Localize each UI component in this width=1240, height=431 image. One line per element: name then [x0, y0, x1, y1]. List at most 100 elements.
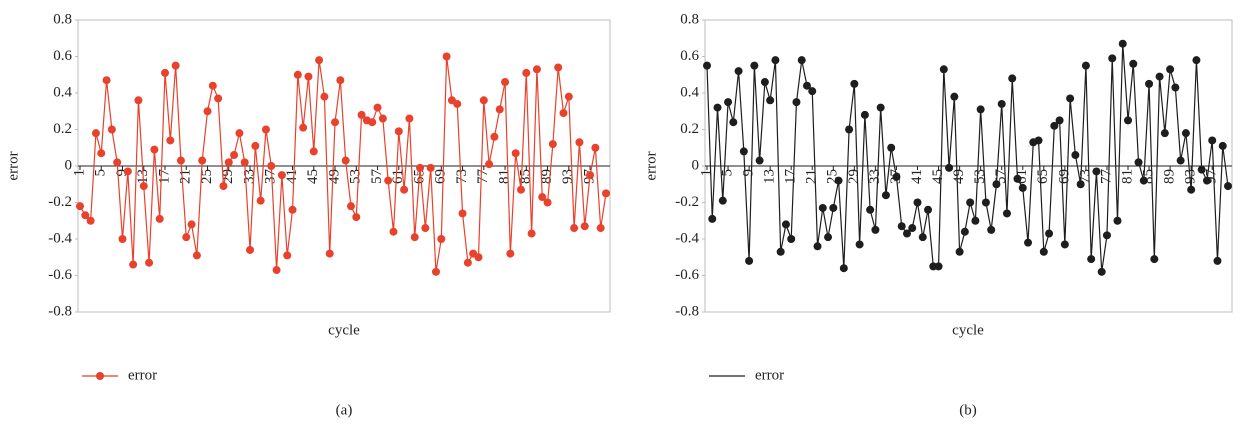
x-tick-label: 33	[867, 169, 883, 184]
y-tick-label: -0.2	[675, 194, 699, 210]
data-point	[288, 205, 297, 214]
data-point	[1034, 136, 1043, 145]
data-point	[426, 163, 435, 172]
y-tick-label: -0.4	[675, 230, 699, 246]
data-point	[91, 129, 100, 138]
data-point	[453, 99, 462, 108]
data-point	[1071, 151, 1080, 160]
data-point	[325, 249, 334, 258]
x-tick-label: 25	[199, 169, 215, 184]
data-point	[871, 225, 880, 234]
data-point	[554, 63, 563, 72]
data-point	[876, 103, 885, 112]
data-point	[479, 96, 488, 105]
x-tick-label: 41	[284, 169, 300, 184]
data-point	[320, 92, 329, 101]
x-tick-label: 93	[1183, 169, 1199, 184]
data-point	[1197, 165, 1206, 174]
data-point	[913, 198, 922, 207]
data-point	[808, 87, 817, 96]
data-point	[437, 235, 446, 243]
data-point	[918, 233, 927, 242]
data-point	[834, 176, 843, 185]
x-tick-label: 13	[762, 169, 778, 184]
data-point	[431, 267, 440, 276]
x-tick-label: 5	[719, 169, 735, 177]
data-point	[309, 147, 318, 156]
data-point	[139, 182, 148, 191]
data-point	[1097, 267, 1106, 276]
y-axis-label: error	[643, 151, 659, 180]
x-tick-label: 17	[783, 169, 799, 185]
x-tick-label: 57	[369, 169, 385, 185]
data-point	[739, 147, 748, 156]
data-point	[1187, 185, 1196, 194]
y-tick-label: 0	[692, 157, 700, 173]
data-point	[240, 158, 249, 167]
data-point	[713, 103, 722, 112]
data-point	[368, 118, 377, 127]
y-axis-label: error	[5, 151, 21, 180]
x-tick-label: 49	[951, 169, 967, 184]
data-point	[1060, 240, 1069, 249]
data-point	[490, 132, 499, 141]
y-tick-label: 0.8	[680, 11, 699, 27]
data-point	[373, 103, 382, 112]
data-point	[718, 196, 727, 205]
x-tick-label: 77	[475, 169, 491, 185]
data-point	[797, 56, 806, 65]
data-point	[845, 125, 854, 134]
data-point	[161, 68, 170, 77]
data-point	[214, 94, 223, 103]
data-point	[224, 158, 233, 167]
data-point	[219, 182, 228, 191]
data-point	[506, 249, 515, 258]
x-tick-label: 1	[71, 169, 87, 177]
data-point	[246, 245, 255, 254]
data-point	[416, 163, 425, 172]
data-point	[113, 158, 122, 167]
data-point	[410, 233, 419, 242]
data-point	[987, 225, 996, 234]
data-point	[570, 224, 579, 233]
data-point	[950, 92, 959, 101]
data-point	[1224, 182, 1232, 191]
data-point	[1087, 255, 1096, 264]
y-tick-label: -0.6	[48, 267, 72, 283]
data-point	[1008, 74, 1017, 83]
data-point	[1124, 116, 1133, 125]
data-point	[792, 98, 801, 107]
data-point	[511, 149, 520, 158]
data-point	[394, 127, 403, 136]
data-point	[860, 110, 869, 119]
data-point	[1092, 167, 1101, 176]
x-tick-label: 29	[846, 169, 862, 184]
x-tick-label: 37	[263, 169, 279, 185]
data-point	[352, 213, 361, 222]
data-point	[813, 242, 822, 251]
data-point	[150, 145, 159, 154]
data-point	[357, 110, 366, 119]
data-point	[992, 180, 1001, 189]
data-point	[824, 233, 833, 242]
data-point	[802, 81, 811, 90]
y-tick-label: 0.2	[680, 121, 699, 137]
x-tick-label: 69	[1056, 169, 1072, 184]
data-point	[966, 198, 975, 207]
data-point	[829, 203, 838, 212]
data-point	[586, 171, 595, 180]
data-point	[564, 92, 573, 101]
data-point	[442, 52, 451, 61]
data-point	[908, 224, 917, 233]
data-point	[495, 105, 504, 114]
data-point	[256, 196, 265, 205]
data-point	[1181, 129, 1190, 138]
legend-label: error	[755, 367, 784, 383]
y-tick-label: -0.8	[48, 303, 72, 319]
data-point	[781, 220, 790, 229]
data-point	[997, 99, 1006, 108]
data-point	[729, 118, 738, 127]
data-point	[1108, 54, 1117, 63]
data-point	[145, 258, 154, 267]
data-point	[887, 143, 896, 152]
